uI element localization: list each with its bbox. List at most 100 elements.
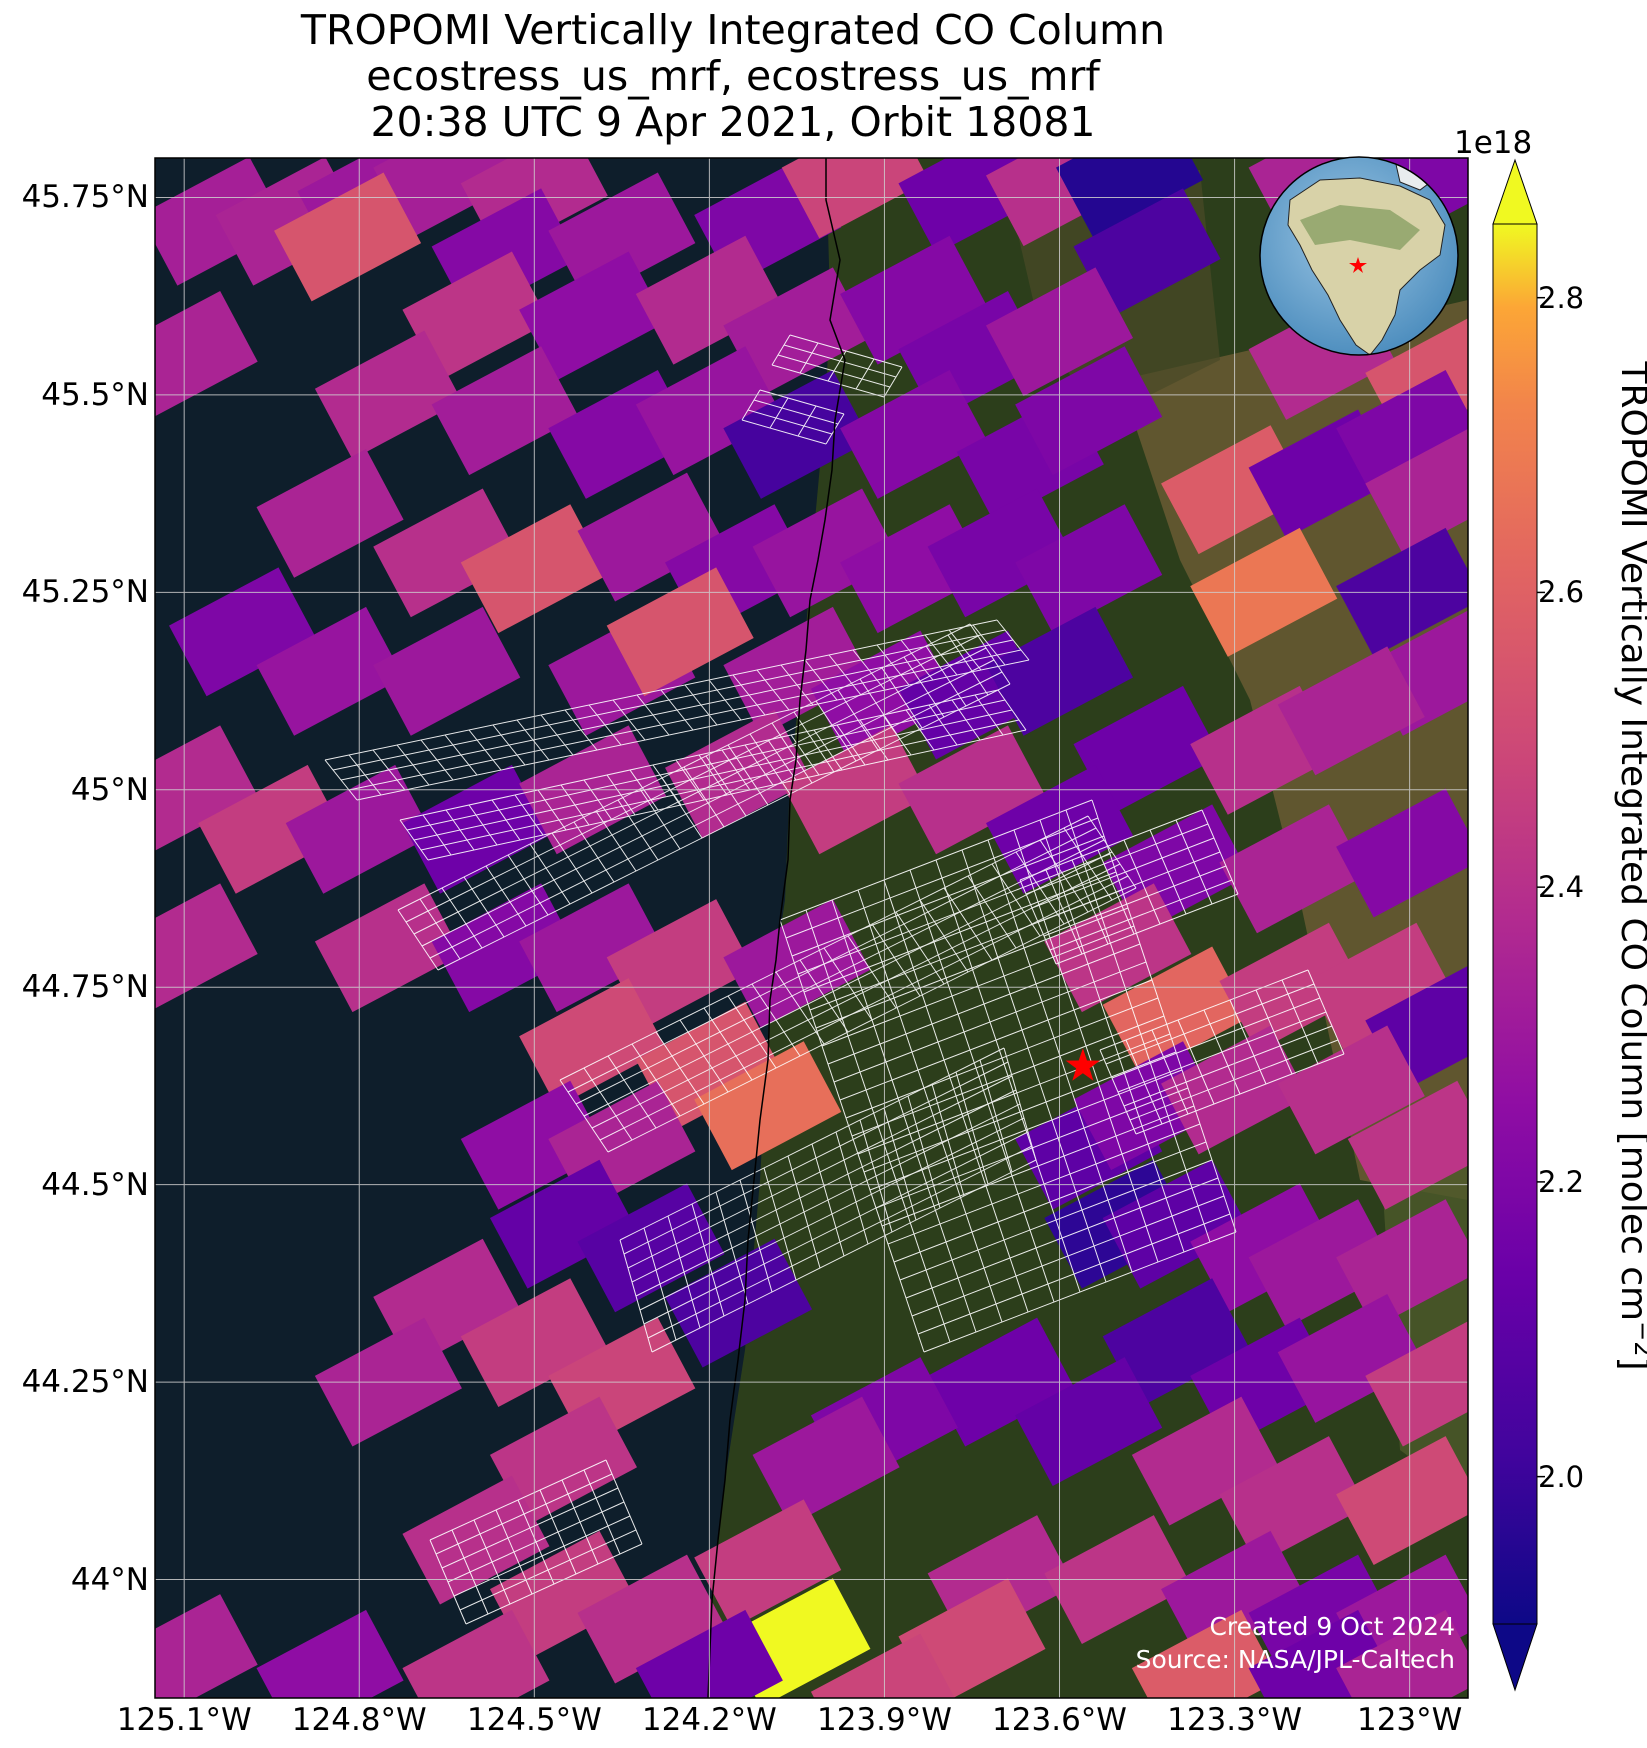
tropomi-pixel (694, 1499, 842, 1629)
coastline (707, 158, 846, 1698)
tropomi-pixel (314, 883, 462, 1013)
tropomi-pixel (694, 1041, 842, 1171)
mesh-line (413, 709, 1013, 841)
mesh-line (340, 639, 1014, 781)
mesh-line (903, 656, 945, 718)
tropomi-pixel (155, 725, 258, 851)
mesh-line (529, 843, 571, 905)
mesh-line (635, 1103, 1021, 1297)
mesh-line (815, 700, 857, 762)
mesh-line (420, 719, 1020, 851)
longitude-tick-label: 123°W (1356, 1702, 1463, 1738)
mesh-line (893, 1141, 1207, 1263)
tropomi-pixel (256, 606, 404, 736)
colorbar-extend-bottom (1492, 1623, 1538, 1692)
longitude-tick-label: 123.6°W (992, 1702, 1127, 1738)
title-line-2: ecostress_us_mrf, ecostress_us_mrf (366, 52, 1100, 100)
mesh-line (595, 810, 637, 872)
colorbar-tick-label: 2.4 (1538, 870, 1585, 905)
tropomi-pixel (752, 488, 900, 618)
tropomi-pixel (1336, 788, 1468, 918)
mesh-line (799, 342, 819, 374)
mesh-line (551, 832, 593, 894)
mesh-line (851, 1015, 1165, 1137)
mesh-line (771, 722, 813, 784)
colorbar-extend-top (1492, 158, 1538, 225)
title-line-1: TROPOMI Vertically Integrated CO Column (300, 6, 1166, 54)
mesh-line (845, 997, 1159, 1119)
tropomi-pixel (169, 567, 317, 697)
tropomi-pixel (1102, 946, 1250, 1076)
tropomi-pixel (577, 472, 725, 602)
mesh-line (643, 1131, 1029, 1325)
colorbar-frame (1492, 223, 1538, 1625)
mesh-line (441, 887, 483, 949)
mesh-line (1105, 983, 1315, 1065)
tropomi-pixel (431, 346, 579, 476)
mesh-line (857, 1033, 1171, 1155)
mesh-line (923, 1231, 1237, 1353)
colorbar-label-exponent: −2 (1629, 1321, 1647, 1357)
tropomi-pixel (519, 251, 667, 381)
tropomi-pixel (1336, 369, 1468, 499)
tropomi-pixel (840, 369, 988, 499)
tropomi-pixel (606, 899, 754, 1028)
tropomi-pixel (1102, 1159, 1250, 1289)
mesh-line (465, 1543, 643, 1625)
mesh-line (397, 623, 971, 911)
mesh-line (705, 755, 747, 817)
colorbar-tick-label: 2.2 (1538, 1164, 1585, 1199)
latitude-tick-label: 44.5°N (41, 1166, 149, 1203)
tropomi-pixel-layer (155, 158, 1468, 1698)
globe-forest-band (1300, 205, 1420, 250)
tropomi-pixel (1131, 1609, 1279, 1698)
mesh-line (459, 1529, 637, 1611)
mesh-line (859, 678, 901, 740)
credits-source: Source: NASA/JPL-Caltech (1135, 1645, 1455, 1674)
mesh-line (639, 1117, 1025, 1311)
mesh-line (741, 419, 827, 445)
mesh-line (1025, 823, 1209, 895)
mesh-line (619, 1047, 1005, 1241)
latitude-tick-label: 45.75°N (21, 179, 149, 216)
tropomi-pixel (1347, 1080, 1468, 1210)
tropomi-pixel (519, 978, 667, 1107)
mesh-line (406, 699, 1006, 831)
tropomi-pixel (489, 1396, 638, 1526)
latitude-tick-label: 45°N (70, 771, 149, 808)
mesh-line (573, 821, 615, 883)
tropomi-pixel (1219, 1436, 1367, 1565)
tropomi-pixel (665, 1238, 813, 1368)
colorbar-gradient (1493, 224, 1537, 1624)
mesh-line (947, 634, 989, 696)
tropomi-pixel (1044, 883, 1192, 1013)
mesh-line (779, 799, 1093, 921)
tropomi-pixel (1073, 188, 1221, 318)
mesh-line (875, 1087, 1189, 1209)
mesh-line (1111, 997, 1321, 1079)
tropomi-pixel (1190, 1183, 1338, 1313)
longitude-tick-label: 125.1°W (116, 1702, 252, 1738)
mesh-line (437, 683, 1011, 971)
ecostress-grid-mesh (324, 334, 1345, 1625)
colorbar-label: TROPOMI Vertically Integrated CO Column … (1613, 361, 1647, 1370)
target-star-marker (1065, 1048, 1100, 1081)
mesh-line (837, 689, 879, 751)
latitude-tick-label: 44°N (70, 1561, 149, 1598)
mesh-line (815, 907, 1129, 1029)
mesh-line (435, 1473, 613, 1555)
mesh-line (769, 397, 789, 429)
mesh-line (777, 354, 891, 388)
mesh-line (749, 733, 791, 795)
mesh-line (793, 711, 835, 773)
tropomi-pixel (752, 1396, 900, 1526)
tropomi-pixel (1365, 428, 1468, 555)
tropomi-pixel (274, 172, 422, 302)
mesh-line (1123, 1025, 1333, 1107)
tropomi-pixel (1015, 504, 1163, 634)
tropomi-pixel (577, 1554, 725, 1684)
tropomi-pixel (1336, 1609, 1468, 1698)
colorbar (1492, 158, 1545, 1692)
tropomi-pixel (1131, 1396, 1279, 1526)
